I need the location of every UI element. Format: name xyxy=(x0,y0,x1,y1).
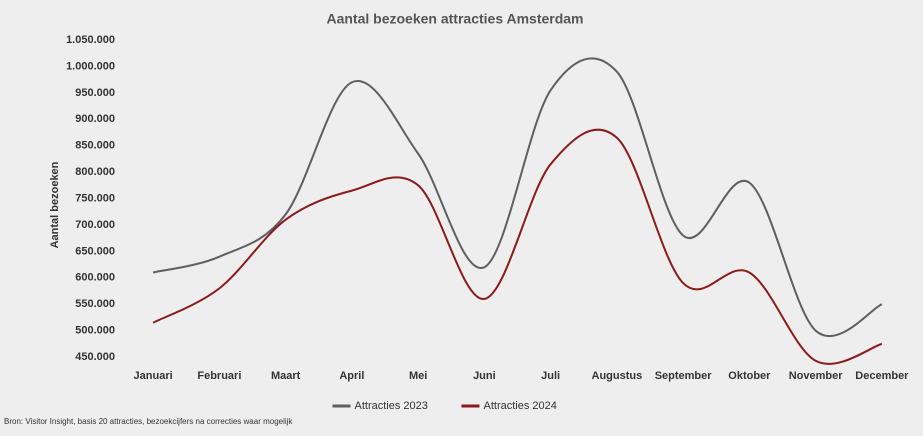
x-tick-label: November xyxy=(789,370,844,382)
source-note: Bron: Visitor Insight, basis 20 attracti… xyxy=(4,417,293,426)
x-tick-label: Januari xyxy=(134,370,173,382)
y-tick-label: 500.000 xyxy=(75,325,115,337)
y-tick-label: 900.000 xyxy=(75,113,115,125)
x-tick-label: April xyxy=(339,370,364,382)
x-tick-label: Juni xyxy=(473,370,496,382)
x-tick-label: Mei xyxy=(409,370,427,382)
y-tick-label: 750.000 xyxy=(75,192,115,204)
y-tick-label: 850.000 xyxy=(75,140,115,152)
x-tick-label: Juli xyxy=(541,370,560,382)
chart-title: Aantal bezoeken attracties Amsterdam xyxy=(326,11,583,27)
x-tick-label: September xyxy=(655,370,713,382)
x-tick-label: December xyxy=(855,370,909,382)
x-tick-label: Oktober xyxy=(728,370,771,382)
y-tick-label: 550.000 xyxy=(75,298,115,310)
series-line xyxy=(152,57,883,338)
y-tick-label: 700.000 xyxy=(75,219,115,231)
y-tick-label: 650.000 xyxy=(75,245,115,257)
series-line xyxy=(152,128,883,365)
y-tick-label: 450.000 xyxy=(75,351,115,363)
x-tick-label: Maart xyxy=(271,370,301,382)
y-tick-label: 1.000.000 xyxy=(66,60,115,72)
x-tick-label: Augustus xyxy=(592,370,643,382)
y-tick-label: 1.050.000 xyxy=(66,34,115,46)
y-tick-label: 800.000 xyxy=(75,166,115,178)
y-axis-label: Aantal bezoeken xyxy=(49,161,61,248)
legend-label: Attracties 2023 xyxy=(355,400,428,412)
y-tick-label: 600.000 xyxy=(75,272,115,284)
x-tick-label: Februari xyxy=(197,370,241,382)
y-tick-label: 950.000 xyxy=(75,87,115,99)
legend-label: Attracties 2024 xyxy=(484,400,557,412)
